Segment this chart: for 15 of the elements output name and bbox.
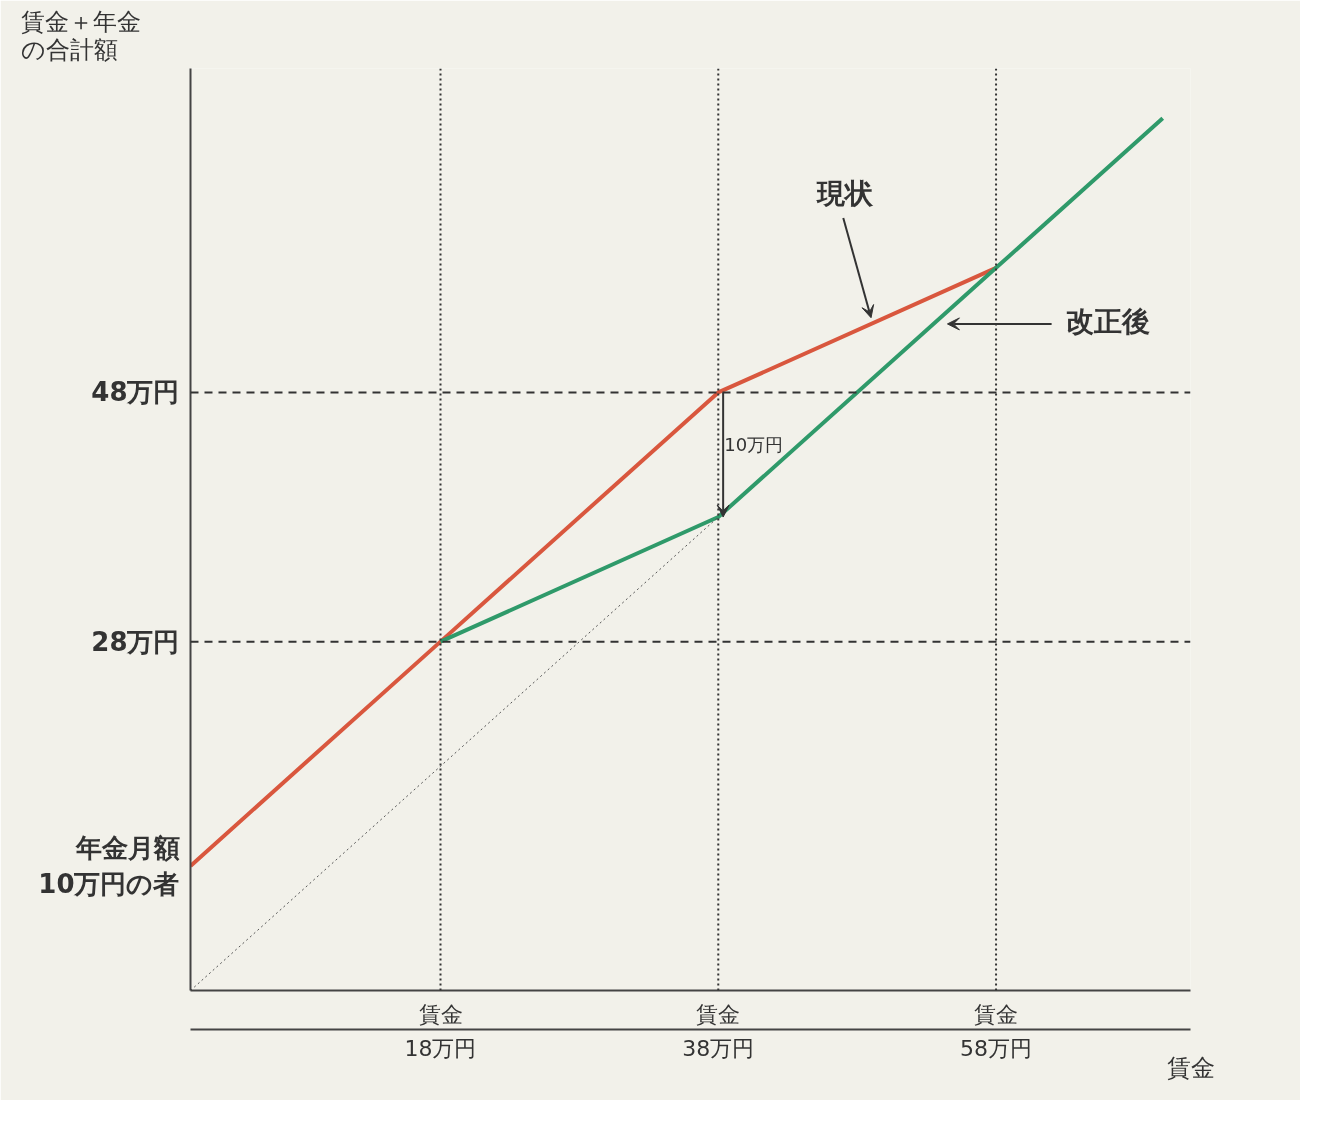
line-series bbox=[438, 116, 1165, 644]
annotation: 10万円 bbox=[724, 433, 784, 455]
text: 改正後 bbox=[1066, 304, 1151, 338]
x-tick-label: 18万円 bbox=[404, 1035, 477, 1061]
y-axis-title: 賃金＋年金の合計額 bbox=[20, 7, 141, 64]
x-tick-label: 38万円 bbox=[682, 1035, 755, 1061]
text: 賃金 bbox=[696, 1001, 741, 1027]
text: 現状 bbox=[816, 177, 875, 211]
y-tick-label: 28万円 bbox=[91, 626, 180, 657]
x-axis-title: 賃金 bbox=[418, 1001, 463, 1027]
y-tick-label: 48万円 bbox=[91, 377, 180, 408]
text: 賃金 bbox=[1166, 1053, 1215, 1082]
text: 賃金 bbox=[974, 1001, 1019, 1027]
y-tick-label: 年金月額 10万円の者 bbox=[38, 832, 180, 899]
x-tick-label: 58万円 bbox=[960, 1035, 1033, 1061]
